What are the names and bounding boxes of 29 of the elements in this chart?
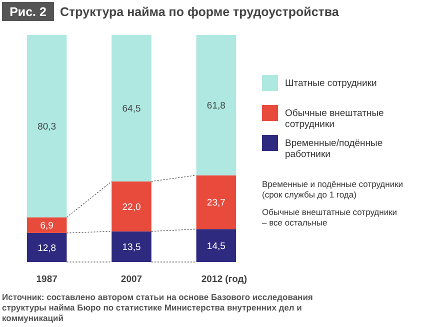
data-label: 13,5	[122, 242, 141, 254]
x-tick-label: 2012 (год)	[201, 274, 247, 285]
bar	[112, 181, 152, 232]
legend-label: Штатные сотрудники	[285, 78, 377, 89]
bar	[26, 232, 67, 262]
bar	[26, 217, 67, 233]
legend-label: Временные/подённые работники	[285, 138, 383, 160]
data-label: 12,8	[38, 242, 56, 254]
annotation: Временные и подённые сотрудники (срок службы до 1 года)	[262, 179, 404, 200]
x-tick-label: 1987	[36, 274, 58, 285]
bar	[196, 35, 236, 176]
bar	[196, 175, 236, 230]
data-label: 6,9	[40, 220, 54, 232]
text: Источник: составлено автором статьи на основе Базового исследования структуры найма Бюро по статистике Министерства внутренних дел и коммуникаций	[2, 292, 313, 323]
data-label: 80,3	[38, 122, 56, 133]
text: Рис. 2	[10, 5, 46, 19]
data-label: 61,8	[206, 100, 226, 112]
bar	[112, 231, 152, 262]
x-tick-label: 2007	[120, 274, 142, 285]
data-label: 22,0	[122, 202, 141, 213]
legend-label: Обычные внештатные сотрудники	[285, 108, 384, 130]
data-label: 64,5	[122, 104, 141, 115]
bar	[196, 229, 236, 262]
chart-title: Структура найма по форме трудоустройства	[60, 5, 340, 19]
annotation: Обычные внештатные сотрудники – все остальные	[262, 207, 398, 228]
data-label: 14,5	[206, 241, 226, 252]
bar	[112, 35, 152, 182]
bar	[26, 35, 67, 218]
data-label: 23,7	[206, 198, 226, 209]
